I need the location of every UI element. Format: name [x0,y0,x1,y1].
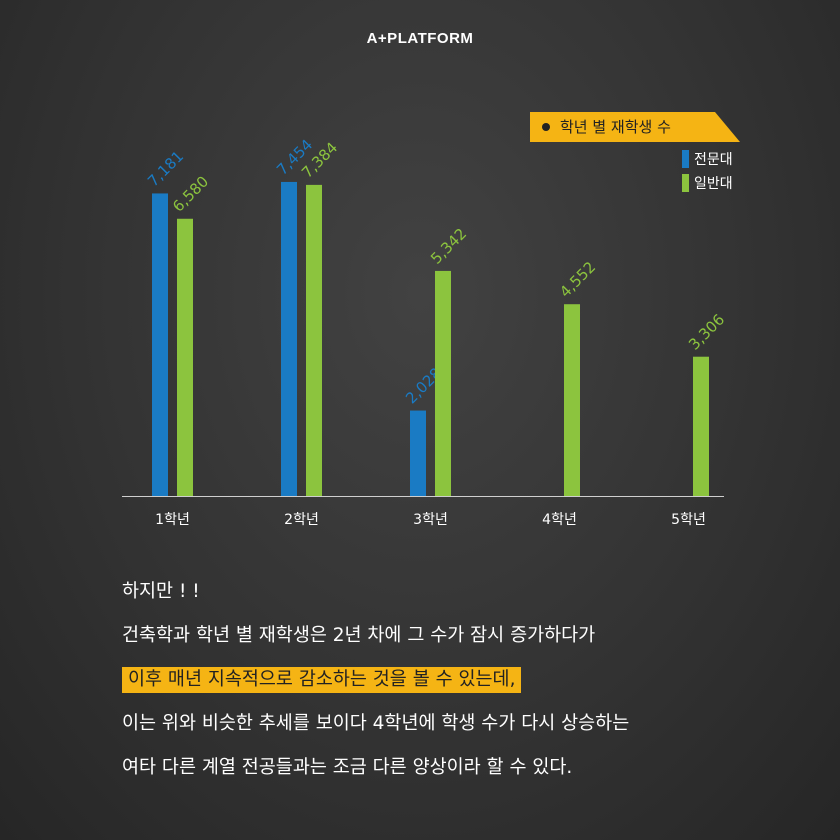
text-line-3-wrap: 이후 매년 지속적으로 감소하는 것을 볼 수 있는데, [122,658,822,702]
bar-chart: 7,1816,5801학년7,4547,3842학년2,0285,3423학년4… [122,135,729,528]
legend-label-university: 일반대 [694,176,733,192]
highlighted-text: 이후 매년 지속적으로 감소하는 것을 볼 수 있는데, [122,667,522,693]
text-line-2: 건축학과 학년 별 재학생은 2년 차에 그 수가 잠시 증가하다가 [122,625,596,646]
description-text: 하지만 ! ! 건축학과 학년 별 재학생은 2년 차에 그 수가 잠시 증가하… [122,570,822,790]
x-tick-label: 1학년 [155,512,190,528]
data-label-1학년-일반대: 6,580 [169,172,212,215]
data-label-5학년-일반대: 3,306 [685,310,728,353]
text-line-5: 여타 다른 계열 전공들과는 조금 다른 양상이라 할 수 있다. [122,757,573,778]
bar-3학년-전문대 [410,410,426,496]
bullet-icon [542,122,550,131]
bar-5학년-일반대 [693,356,709,496]
bar-4학년-일반대 [564,304,580,496]
data-label-3학년-일반대: 5,342 [427,225,470,268]
bar-1학년-일반대 [177,218,193,496]
text-line-1: 하지만 ! ! [122,581,200,602]
bar-1학년-전문대 [152,193,168,496]
legend-item-college: 전문대 [682,150,733,170]
x-tick-label: 3학년 [413,512,448,528]
bar-2학년-일반대 [306,184,322,497]
legend-swatch-college [682,150,689,168]
bar-2학년-전문대 [281,181,297,496]
x-tick-label: 2학년 [284,512,319,528]
bar-3학년-일반대 [435,270,451,496]
text-line-4: 이는 위와 비슷한 추세를 보이다 4학년에 학생 수가 다시 상승하는 [122,713,630,734]
brand-logo: A+PLATFORM [366,30,474,47]
x-tick-label: 4학년 [542,512,577,528]
legend-title: 학년 별 재학생 수 [530,112,740,142]
legend-swatch-university [682,174,689,192]
data-label-1학년-전문대: 7,181 [144,147,187,190]
x-tick-label: 5학년 [671,512,706,528]
legend-title-text: 학년 별 재학생 수 [560,118,671,136]
legend-label-college: 전문대 [694,152,733,168]
legend-item-university: 일반대 [682,174,733,194]
data-label-4학년-일반대: 4,552 [556,258,599,301]
